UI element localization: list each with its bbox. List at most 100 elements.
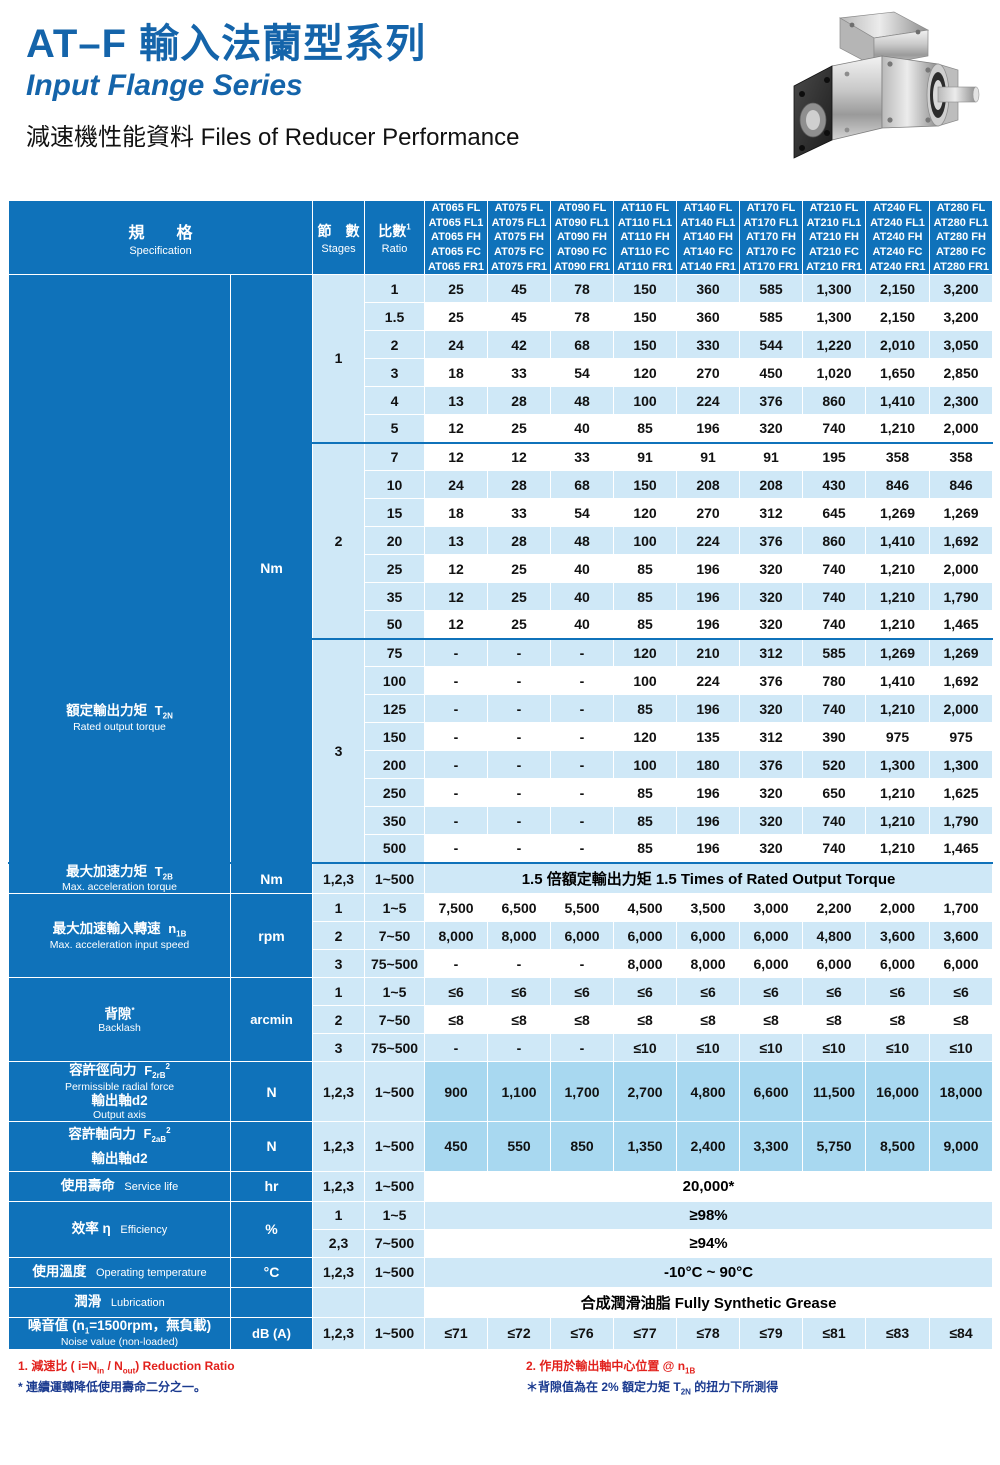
label-en: Operating temperature	[95, 1267, 207, 1280]
data-cell: 40	[550, 610, 615, 640]
data-cell: 18	[424, 358, 489, 388]
unit-cell: °C	[229, 1256, 314, 1288]
data-cell: 358	[865, 441, 931, 472]
data-cell: 150	[613, 330, 678, 360]
stage-cell: 1,2,3	[312, 1170, 366, 1202]
data-cell: 85	[613, 694, 678, 724]
data-cell: 1,410	[865, 526, 931, 556]
data-cell: 85	[613, 554, 678, 584]
footnote-subscript: 1B	[685, 1366, 696, 1376]
data-cell: 85	[613, 834, 678, 864]
data-cell: 2,010	[865, 330, 931, 360]
table-row: 噪音值 (n1=1500rpm，無負載) Noise value (non-lo…	[8, 1316, 994, 1350]
data-cell: -	[550, 637, 615, 668]
ratio-cell: 1~500	[364, 1316, 426, 1350]
table-row: 使用壽命 Service life hr 1,2,3 1~500 20,000*	[8, 1170, 994, 1202]
data-cell: 1,210	[865, 834, 931, 864]
data-cell: 1,210	[865, 582, 931, 612]
unit-cell: %	[229, 1200, 314, 1258]
data-cell: 1,300	[802, 274, 867, 304]
data-cell: 2,200	[802, 893, 867, 923]
ratio-header-cell: 比數1 Ratio	[364, 199, 426, 276]
label-en: Max. acceleration torque	[62, 881, 177, 894]
data-cell: 6,500	[487, 893, 552, 923]
ratio-cell: 75~500	[364, 949, 426, 979]
data-cell: 450	[424, 1120, 489, 1172]
model-header-at090: AT090 FL AT090 FL1 AT090 FH AT090 FC AT0…	[550, 199, 615, 276]
data-cell: -	[487, 778, 552, 808]
data-cell: ≤77	[613, 1316, 678, 1350]
label-symbol: T	[154, 703, 163, 719]
label-en-2: Output axis	[92, 1108, 147, 1121]
footnote-text: / N	[104, 1358, 123, 1373]
data-cell: ≤6	[802, 977, 867, 1007]
label-cn: 最大加速力矩	[66, 863, 148, 879]
model-variant: AT280 FL	[936, 202, 986, 214]
data-cell: ≤6	[865, 977, 931, 1007]
data-cell: 8,000	[613, 949, 678, 979]
data-cell: 2,000	[929, 694, 994, 724]
data-cell: 1,210	[865, 806, 931, 836]
data-cell: 1,650	[865, 358, 931, 388]
unit-cell: dB (A)	[229, 1316, 314, 1350]
data-cell: ≤6	[487, 977, 552, 1007]
data-cell: 320	[739, 834, 804, 864]
table-row: 3 75 - - - 120 210 312 585 1,269 1,269	[9, 637, 994, 864]
data-cell: 2,000	[929, 414, 994, 444]
span-value-cell: 20,000*	[424, 1170, 994, 1202]
table-row: 2 7~50 ≤8 ≤8 ≤8 ≤8 ≤8 ≤8 ≤8 ≤8 ≤8	[9, 1005, 994, 1035]
data-cell: -	[424, 834, 489, 864]
model-variant: AT075 FR1	[490, 260, 548, 273]
data-cell: 312	[739, 722, 804, 752]
ratio-cell: 1~5	[364, 1200, 426, 1230]
label-cn: 噪音值 (n	[27, 1318, 85, 1334]
data-cell: 1,700	[929, 893, 994, 923]
data-cell: -	[424, 949, 489, 979]
unit-cell-nm: Nm	[229, 274, 314, 864]
data-cell: ≤8	[550, 1005, 615, 1035]
label-symbol: n	[168, 921, 177, 937]
model-variant: AT210 FL	[809, 202, 859, 214]
data-cell: 1,269	[865, 637, 931, 668]
data-cell: 740	[802, 806, 867, 836]
stage-cell-3: 3	[312, 637, 366, 864]
data-cell: 100	[613, 666, 678, 696]
table-row: 200 - - - 100 180 376 520 1,300 1,300	[9, 750, 994, 780]
ratio-cell: 4	[364, 386, 426, 416]
footnote-text: 的扭力下所測得	[690, 1379, 779, 1394]
data-cell: ≤6	[613, 977, 678, 1007]
label-cn: 使用溫度	[32, 1264, 87, 1280]
data-cell: 1,100	[487, 1061, 552, 1122]
ratio-cell: 75~500	[364, 1033, 426, 1063]
ratio-cell: 2	[364, 330, 426, 360]
data-cell: 3,600	[929, 921, 994, 951]
data-cell: 16,000	[865, 1061, 931, 1122]
data-cell: 28	[487, 470, 552, 500]
model-variant: AT170 FH	[746, 231, 796, 244]
ratio-cell: 1~500	[364, 1170, 426, 1202]
data-cell: 2,000	[929, 554, 994, 584]
page-title-cn: AT–F 輸入法蘭型系列	[26, 22, 427, 66]
model-variant: AT210 FR1	[805, 260, 863, 273]
data-cell: 91	[739, 441, 804, 472]
data-cell: 68	[550, 470, 615, 500]
model-variant: AT240 FC	[872, 245, 923, 258]
data-cell: ≤10	[865, 1033, 931, 1063]
data-cell: 150	[613, 470, 678, 500]
data-cell: 645	[802, 498, 867, 528]
data-cell: 25	[424, 274, 489, 304]
ratio-cell: 35	[364, 582, 426, 612]
data-cell: 150	[613, 302, 678, 332]
data-cell: 1,269	[929, 637, 994, 668]
table-row: 額定輸出力矩 T2N Rated output torque Nm 1 1 25…	[8, 274, 994, 864]
data-cell: 1,692	[929, 526, 994, 556]
stage-cell-2: 2	[312, 441, 366, 640]
stage-cell: 1,2,3	[312, 1256, 366, 1288]
model-variant: AT110 FL1	[617, 216, 673, 229]
label-subscript: 2B	[162, 872, 173, 882]
data-cell: 120	[613, 358, 678, 388]
data-cell: ≤83	[865, 1316, 931, 1350]
ratio-cell: 1~500	[364, 861, 426, 895]
table-row: 2 7~50 8,000 8,000 6,000 6,000 6,000 6,0…	[9, 921, 994, 951]
data-cell: 320	[739, 778, 804, 808]
